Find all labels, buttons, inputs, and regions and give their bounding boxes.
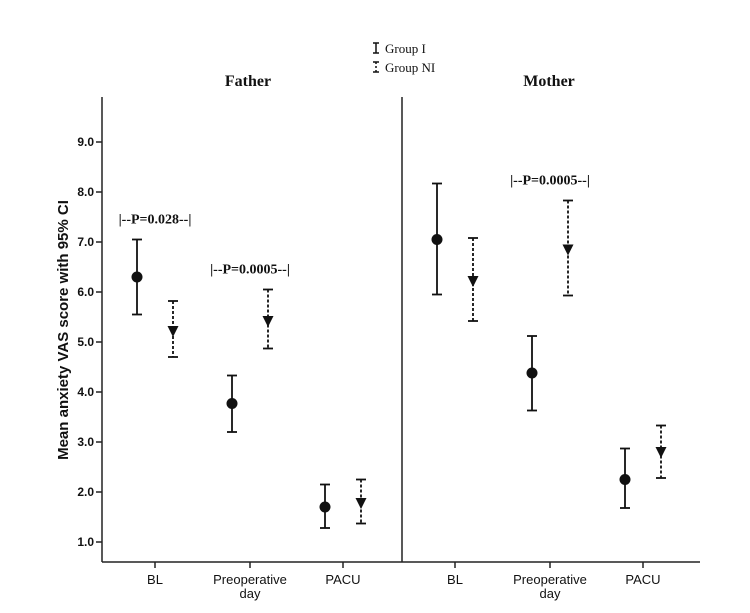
y-tick-label: 7.0 — [77, 235, 94, 249]
y-tick-label: 2.0 — [77, 485, 94, 499]
x-tick-label: BL — [147, 572, 163, 587]
legend-label-1: Group I — [385, 41, 426, 56]
x-tick-label: Preoperative — [213, 572, 287, 587]
group-i-mean-point — [526, 367, 538, 379]
p-value-annotation: |--P=0.028--| — [119, 213, 192, 228]
y-tick-label: 4.0 — [77, 385, 94, 399]
panel-title-mother: Mother — [523, 73, 575, 90]
group-ni-mean-point — [355, 498, 367, 509]
legend-label-2: Group NI — [385, 60, 435, 75]
group-i-mean-point — [319, 501, 331, 513]
group-ni-mean-point — [655, 447, 667, 458]
y-tick-label: 6.0 — [77, 285, 94, 299]
p-value-annotation: |--P=0.0005--| — [510, 174, 590, 189]
x-tick-label: day — [540, 586, 561, 601]
y-axis-title: Mean anxiety VAS score with 95% CI — [55, 200, 72, 460]
x-tick-label: PACU — [325, 572, 360, 587]
y-tick-label: 1.0 — [77, 535, 94, 549]
group-ni-mean-point — [167, 326, 179, 337]
x-tick-label: Preoperative — [513, 572, 587, 587]
group-ni-mean-point — [562, 244, 574, 256]
group-ni-mean-point — [262, 316, 274, 327]
y-tick-label: 5.0 — [77, 335, 94, 349]
group-i-mean-point — [619, 474, 631, 485]
y-tick-label: 9.0 — [77, 135, 94, 149]
group-i-mean-point — [431, 234, 443, 245]
x-tick-label: PACU — [625, 572, 660, 587]
x-tick-label: BL — [447, 572, 463, 587]
y-tick-label: 8.0 — [77, 185, 94, 199]
x-tick-label: day — [240, 586, 261, 601]
group-i-mean-point — [131, 271, 143, 283]
p-value-annotation: |--P=0.0005--| — [210, 263, 290, 278]
group-ni-mean-point — [467, 276, 479, 287]
panel-title-father: Father — [225, 73, 271, 90]
group-i-mean-point — [226, 398, 238, 409]
y-tick-label: 3.0 — [77, 435, 94, 449]
